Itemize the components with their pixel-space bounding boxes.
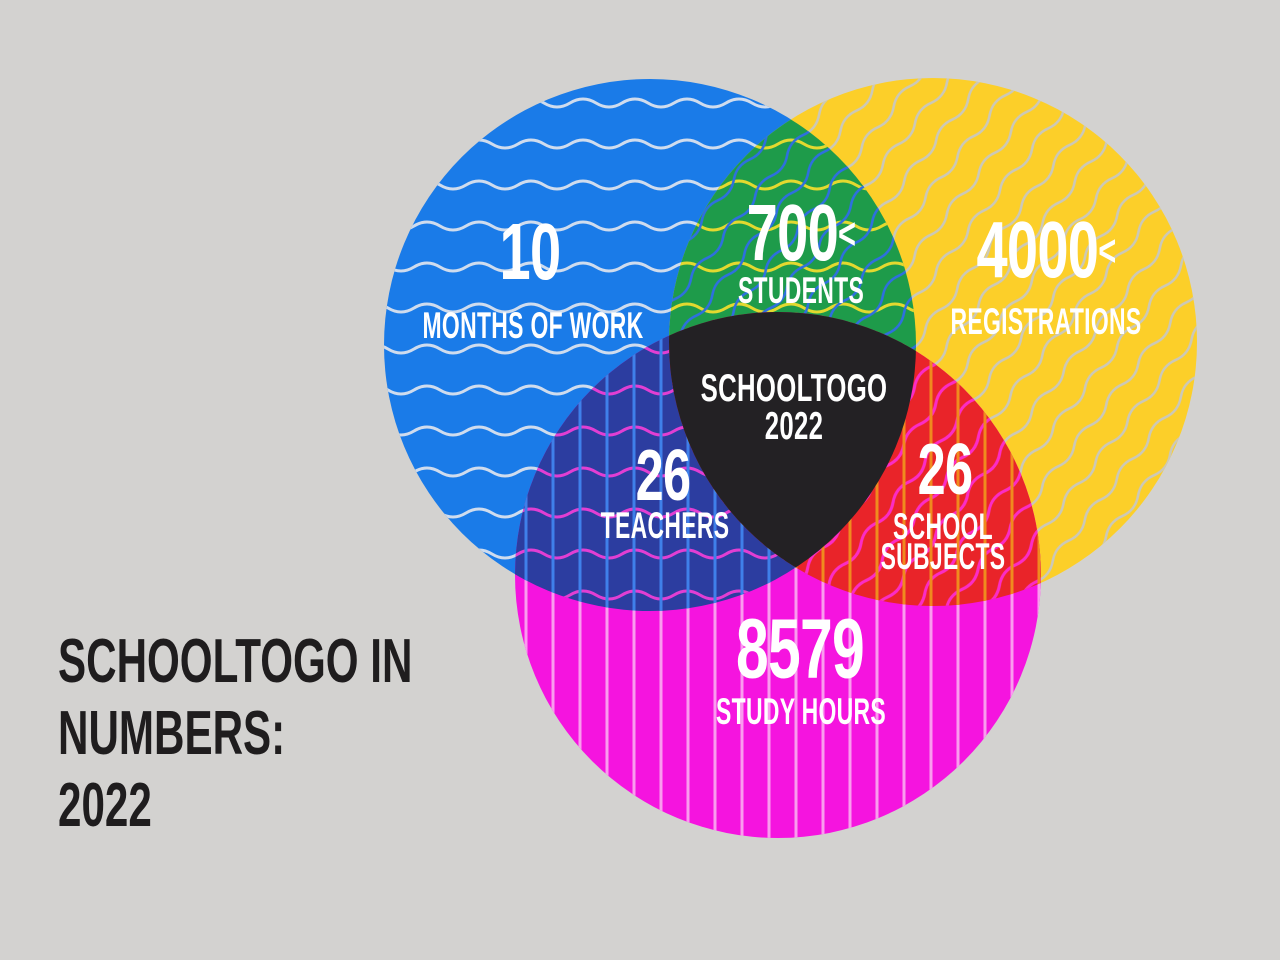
less-than-glyph: <: [838, 209, 856, 259]
registrations-label: REGISTRATIONS: [950, 301, 1142, 342]
registrations-value: 4000<: [976, 205, 1116, 294]
center-label-line2: 2022: [764, 405, 824, 448]
center-label-line1: SCHOOLTOGO: [700, 367, 888, 410]
students-label: STUDENTS: [737, 270, 865, 311]
school-subjects-label-line1: SCHOOL: [893, 506, 993, 547]
students-value: 700<: [746, 188, 856, 277]
months-of-work-label: MONTHS OF WORK: [422, 305, 644, 346]
less-than-glyph: <: [1098, 226, 1116, 276]
page-title-line1: SCHOOLTOGO IN: [58, 627, 413, 696]
months-of-work-value: 10: [499, 207, 562, 296]
center-region: [669, 312, 916, 606]
black-center: [669, 312, 916, 606]
page-title: SCHOOLTOGO IN NUMBERS: 2022: [58, 626, 412, 842]
school-subjects-label-line2: SUBJECTS: [880, 536, 1006, 577]
teachers-value: 26: [635, 436, 691, 516]
teachers-label: TEACHERS: [600, 505, 730, 546]
page-title-line3: 2022: [58, 771, 152, 840]
study-hours-value: 8579: [735, 601, 865, 696]
school-subjects-value: 26: [917, 430, 973, 510]
page-title-line2: NUMBERS:: [58, 699, 286, 768]
study-hours-label: STUDY HOURS: [716, 691, 886, 732]
